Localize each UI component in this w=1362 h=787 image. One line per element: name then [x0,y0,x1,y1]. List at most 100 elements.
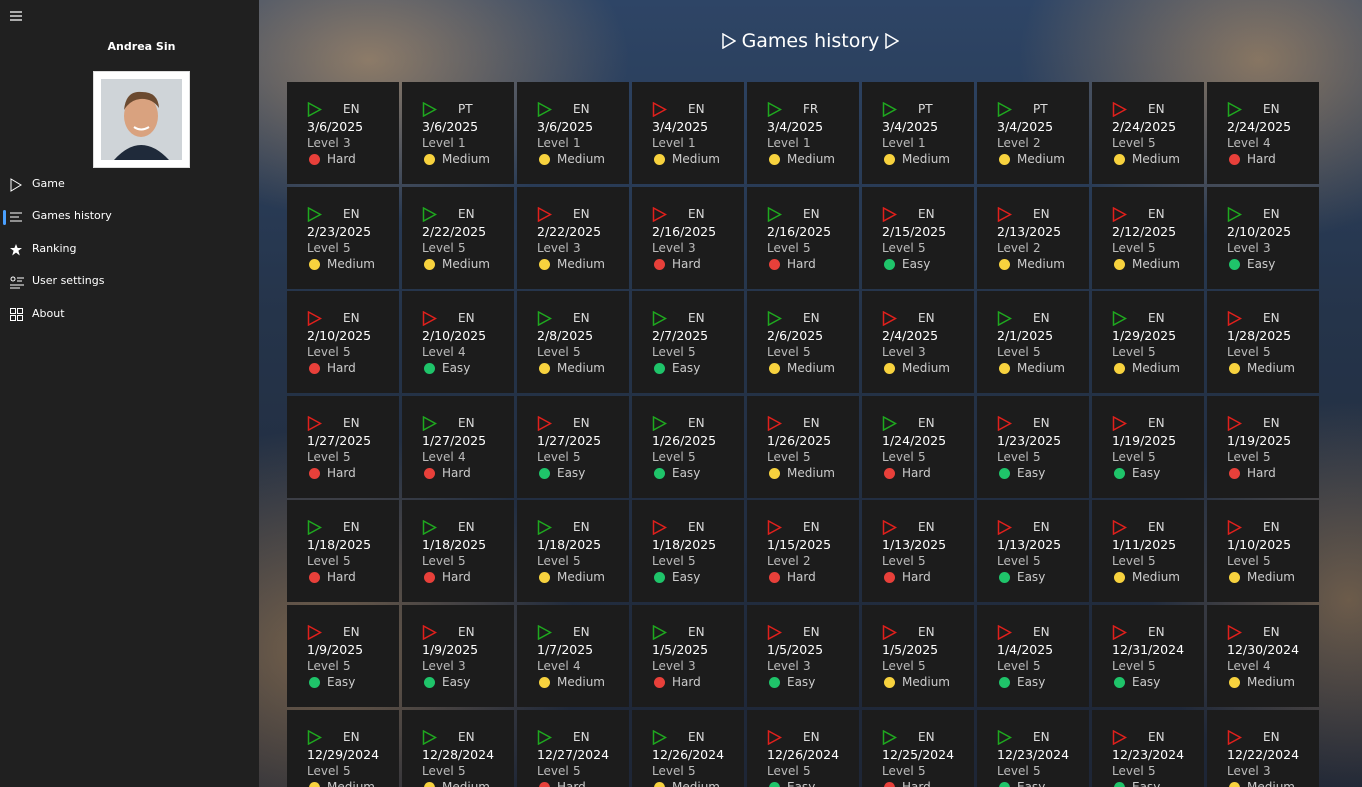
game-tile[interactable]: EN 1/18/2025 Level 5 Easy [632,500,744,603]
game-tile[interactable]: EN 2/22/2025 Level 5 Medium [402,186,514,289]
game-tile[interactable]: EN 12/23/2024 Level 5 Easy [977,709,1089,787]
game-tile[interactable]: EN 12/23/2024 Level 5 Easy [1092,709,1204,787]
difficulty: Easy [1132,779,1161,787]
level: 5 [918,449,926,464]
game-tile[interactable]: EN 1/27/2025 Level 5 Hard [287,395,399,498]
play-icon [652,311,667,327]
date: 12/23/2024 [1112,746,1185,762]
date: 2/6/2025 [767,328,824,344]
game-tile[interactable]: EN 2/12/2025 Level 5 Medium [1092,186,1204,289]
difficulty-dot [424,258,435,270]
game-tile[interactable]: EN 2/15/2025 Level 5 Easy [862,186,974,289]
game-tile[interactable]: EN 1/5/2025 Level 3 Easy [747,605,859,707]
game-tile[interactable]: EN 1/15/2025 Level 2 Hard [747,500,859,603]
game-tile[interactable]: EN 1/19/2025 Level 5 Hard [1207,395,1319,498]
game-tile[interactable]: EN 1/28/2025 Level 5 Medium [1207,291,1319,394]
difficulty: Medium [787,361,835,376]
game-tile[interactable]: EN 2/1/2025 Level 5 Medium [977,291,1089,394]
level: 5 [343,659,351,673]
game-tile[interactable]: EN 1/13/2025 Level 5 Easy [977,500,1089,603]
nav-item[interactable]: User settings [0,268,259,296]
game-tile[interactable]: EN 12/27/2024 Level 5 Hard [517,709,629,787]
game-tile[interactable]: EN 3/6/2025 Level 1 Medium [517,82,629,184]
game-tile[interactable]: EN 1/9/2025 Level 5 Easy [287,605,399,707]
menu-button[interactable] [9,9,23,23]
date: 1/13/2025 [997,537,1062,553]
game-tile[interactable]: EN 2/23/2025 Level 5 Medium [287,186,399,289]
play-icon [882,625,897,640]
game-tile[interactable]: EN 3/6/2025 Level 3 Hard [287,82,399,184]
game-tile[interactable]: EN 2/4/2025 Level 3 Medium [862,291,974,394]
game-tile[interactable]: EN 12/30/2024 Level 4 Medium [1207,605,1319,707]
game-tile[interactable]: EN 1/27/2025 Level 4 Hard [402,395,514,498]
game-tile[interactable]: EN 1/4/2025 Level 5 Easy [977,605,1089,707]
difficulty-dot [539,258,550,270]
game-tile[interactable]: EN 2/8/2025 Level 5 Medium [517,291,629,394]
game-tile[interactable]: EN 2/10/2025 Level 3 Easy [1207,186,1319,289]
game-tile[interactable]: EN 1/11/2025 Level 5 Medium [1092,500,1204,603]
game-tile[interactable]: PT 3/6/2025 Level 1 Medium [402,82,514,184]
difficulty-dot [769,258,780,270]
game-tile[interactable]: EN 1/5/2025 Level 5 Medium [862,605,974,707]
game-tile[interactable]: EN 2/16/2025 Level 3 Hard [632,186,744,289]
nav-item[interactable]: About [0,301,259,329]
game-tile[interactable]: EN 12/26/2024 Level 5 Medium [632,709,744,787]
game-tile[interactable]: EN 2/22/2025 Level 3 Medium [517,186,629,289]
game-tile[interactable]: EN 1/26/2025 Level 5 Easy [632,395,744,498]
nav-label: Ranking [32,242,77,255]
difficulty-dot [1114,467,1125,479]
nav-item[interactable]: Games history [0,203,259,231]
game-tile[interactable]: EN 2/24/2025 Level 4 Hard [1207,82,1319,184]
game-tile[interactable]: EN 12/31/2024 Level 5 Easy [1092,605,1204,707]
language: EN [1263,729,1280,744]
game-tile[interactable]: EN 1/18/2025 Level 5 Medium [517,500,629,603]
difficulty-dot [309,258,320,270]
play-icon [767,102,782,117]
game-tile[interactable]: EN 12/25/2024 Level 5 Hard [862,709,974,787]
game-tile[interactable]: EN 1/10/2025 Level 5 Medium [1207,500,1319,603]
game-tile[interactable]: EN 1/19/2025 Level 5 Easy [1092,395,1204,498]
game-tile[interactable]: EN 1/27/2025 Level 5 Easy [517,395,629,498]
language: EN [803,415,820,430]
game-tile[interactable]: EN 2/10/2025 Level 5 Hard [287,291,399,394]
difficulty: Hard [327,465,356,480]
game-tile[interactable]: EN 12/26/2024 Level 5 Easy [747,709,859,787]
nav-item[interactable]: Game [0,171,259,199]
game-tile[interactable]: EN 1/5/2025 Level 3 Hard [632,605,744,707]
game-tile[interactable]: EN 2/13/2025 Level 2 Medium [977,186,1089,289]
difficulty-dot [999,363,1010,375]
game-tile[interactable]: EN 2/10/2025 Level 4 Easy [402,291,514,394]
game-tile[interactable]: EN 3/4/2025 Level 1 Medium [632,82,744,184]
difficulty-dot [424,467,435,479]
game-tile[interactable]: EN 1/26/2025 Level 5 Medium [747,395,859,498]
difficulty-dot [884,154,895,165]
difficulty: Easy [787,779,816,787]
date: 1/18/2025 [537,537,602,553]
game-tile[interactable]: EN 1/13/2025 Level 5 Hard [862,500,974,603]
game-tile[interactable]: EN 12/28/2024 Level 5 Medium [402,709,514,787]
game-tile[interactable]: EN 1/24/2025 Level 5 Hard [862,395,974,498]
game-tile[interactable]: EN 2/7/2025 Level 5 Easy [632,291,744,394]
game-tile[interactable]: PT 3/4/2025 Level 1 Medium [862,82,974,184]
level-label: Level [307,763,339,778]
game-tile[interactable]: EN 2/16/2025 Level 5 Hard [747,186,859,289]
game-tile[interactable]: EN 1/29/2025 Level 5 Medium [1092,291,1204,394]
game-tile[interactable]: EN 12/22/2024 Level 3 Medium [1207,709,1319,787]
game-tile[interactable]: EN 1/7/2025 Level 4 Medium [517,605,629,707]
game-tile[interactable]: EN 1/18/2025 Level 5 Hard [402,500,514,603]
game-tile[interactable]: FR 3/4/2025 Level 1 Medium [747,82,859,184]
difficulty-dot [309,677,320,688]
game-tile[interactable]: EN 1/9/2025 Level 3 Easy [402,605,514,707]
game-tile[interactable]: EN 12/29/2024 Level 5 Medium [287,709,399,787]
difficulty: Medium [672,779,720,787]
game-tile[interactable]: PT 3/4/2025 Level 2 Medium [977,82,1089,184]
game-tile[interactable]: EN 1/23/2025 Level 5 Easy [977,395,1089,498]
play-icon [882,415,897,431]
difficulty: Easy [442,675,471,689]
game-tile[interactable]: EN 1/18/2025 Level 5 Hard [287,500,399,603]
game-tile[interactable]: EN 2/24/2025 Level 5 Medium [1092,82,1204,184]
game-tile[interactable]: EN 2/6/2025 Level 5 Medium [747,291,859,394]
difficulty: Medium [557,570,605,585]
nav-item[interactable]: Ranking [0,236,259,264]
date: 1/26/2025 [767,432,832,448]
